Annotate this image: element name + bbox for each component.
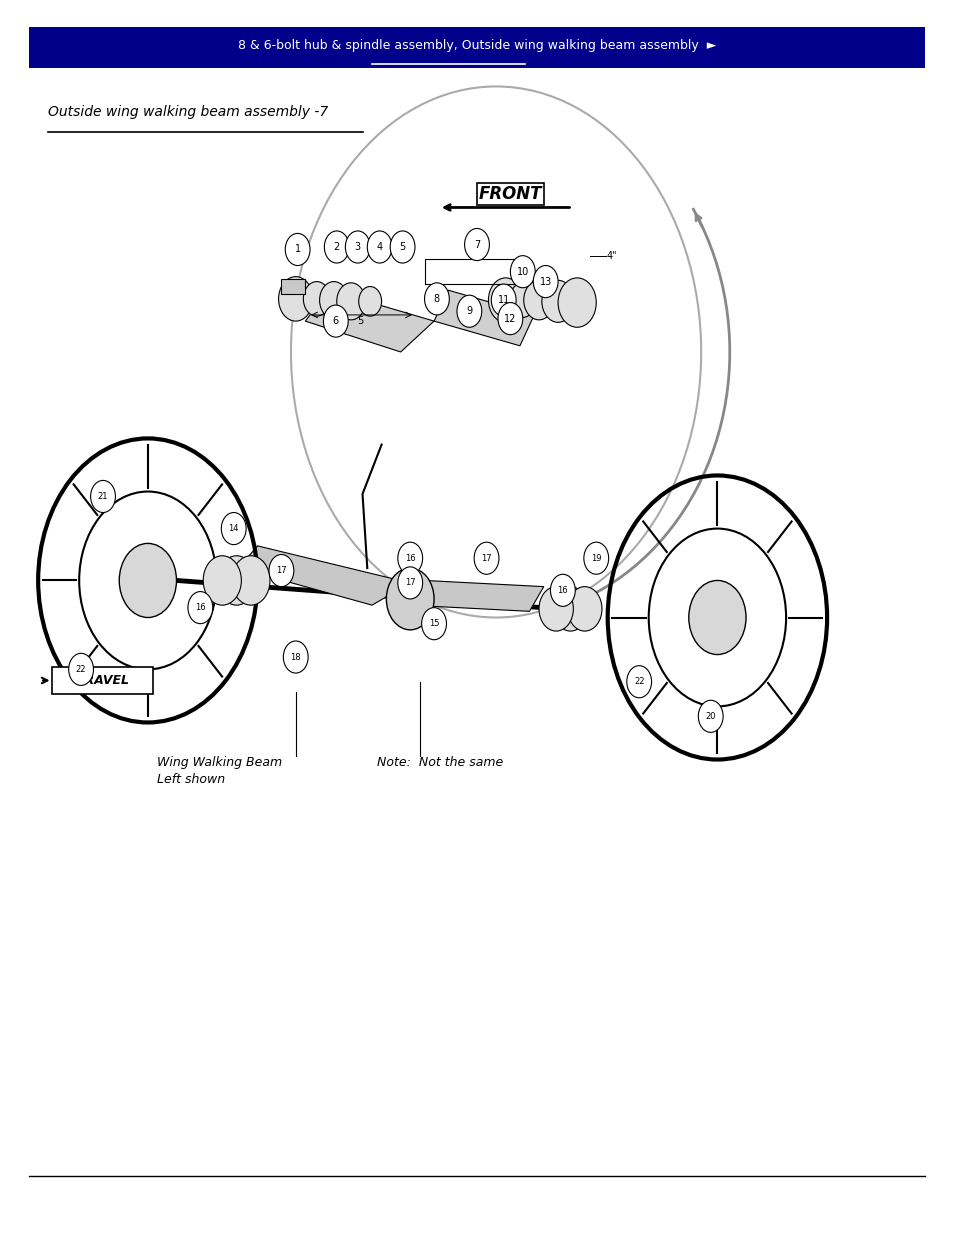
Circle shape [424,283,449,315]
Circle shape [283,641,308,673]
Text: 17: 17 [275,566,287,576]
Text: 13: 13 [539,277,551,287]
Circle shape [583,542,608,574]
Circle shape [232,556,270,605]
Circle shape [421,608,446,640]
Text: 22: 22 [633,677,644,687]
Text: 16: 16 [194,603,206,613]
Text: 9: 9 [466,306,472,316]
Circle shape [119,543,176,618]
Circle shape [456,295,481,327]
Circle shape [319,282,348,319]
Text: 22: 22 [75,664,87,674]
Circle shape [509,283,536,317]
Text: 19: 19 [590,553,601,563]
Text: 18: 18 [290,652,301,662]
Text: Note:  Not the same: Note: Not the same [376,756,502,769]
Circle shape [533,266,558,298]
Text: 4: 4 [376,242,382,252]
Text: 8 & 6-bolt hub & spindle assembly, Outside wing walking beam assembly  ►: 8 & 6-bolt hub & spindle assembly, Outsi… [237,40,716,52]
Circle shape [367,231,392,263]
Circle shape [386,568,434,630]
Circle shape [550,574,575,606]
Text: Wing Walking Beam: Wing Walking Beam [157,756,282,769]
Text: 8: 8 [434,294,439,304]
Circle shape [497,303,522,335]
Circle shape [285,233,310,266]
Circle shape [510,256,535,288]
Circle shape [523,280,554,320]
Text: 5: 5 [399,242,405,252]
Circle shape [688,580,745,655]
Circle shape [69,653,93,685]
Text: 2: 2 [334,242,339,252]
Circle shape [345,231,370,263]
Text: 14: 14 [228,524,239,534]
Text: 17: 17 [480,553,492,563]
Text: Left shown: Left shown [157,773,225,787]
Circle shape [324,231,349,263]
Circle shape [474,542,498,574]
Circle shape [278,277,313,321]
Polygon shape [238,546,410,605]
Circle shape [188,592,213,624]
Bar [281,279,305,294]
Circle shape [390,231,415,263]
Circle shape [698,700,722,732]
Circle shape [203,556,241,605]
Circle shape [397,542,422,574]
Text: 3: 3 [355,242,360,252]
Bar [52,667,152,694]
Text: 5: 5 [357,316,363,326]
Text: FRONT: FRONT [478,185,541,203]
Circle shape [538,587,573,631]
Text: 16: 16 [404,553,416,563]
Text: 4": 4" [606,251,617,261]
Circle shape [553,587,587,631]
Bar [29,27,924,68]
Text: TRAVEL: TRAVEL [76,674,130,687]
Text: 12: 12 [504,314,516,324]
Circle shape [541,280,574,322]
Text: 15: 15 [428,619,439,629]
Polygon shape [305,290,434,352]
Text: 17: 17 [404,578,416,588]
Text: 20: 20 [704,711,716,721]
Text: 11: 11 [497,295,509,305]
Circle shape [269,555,294,587]
Circle shape [323,305,348,337]
Circle shape [567,587,601,631]
Circle shape [336,283,365,320]
Polygon shape [434,290,534,346]
Circle shape [491,284,516,316]
Circle shape [397,567,422,599]
Circle shape [217,556,255,605]
Circle shape [303,282,330,316]
Circle shape [358,287,381,316]
Circle shape [221,513,246,545]
Polygon shape [410,580,543,611]
Circle shape [91,480,115,513]
Text: 16: 16 [557,585,568,595]
Text: 7: 7 [474,240,479,249]
Circle shape [488,278,522,322]
Text: 6: 6 [333,316,338,326]
Text: Outside wing walking beam assembly -7: Outside wing walking beam assembly -7 [48,105,328,119]
Circle shape [626,666,651,698]
Circle shape [464,228,489,261]
Text: 10: 10 [517,267,528,277]
Circle shape [558,278,596,327]
Text: 1: 1 [294,245,300,254]
Text: 21: 21 [97,492,109,501]
